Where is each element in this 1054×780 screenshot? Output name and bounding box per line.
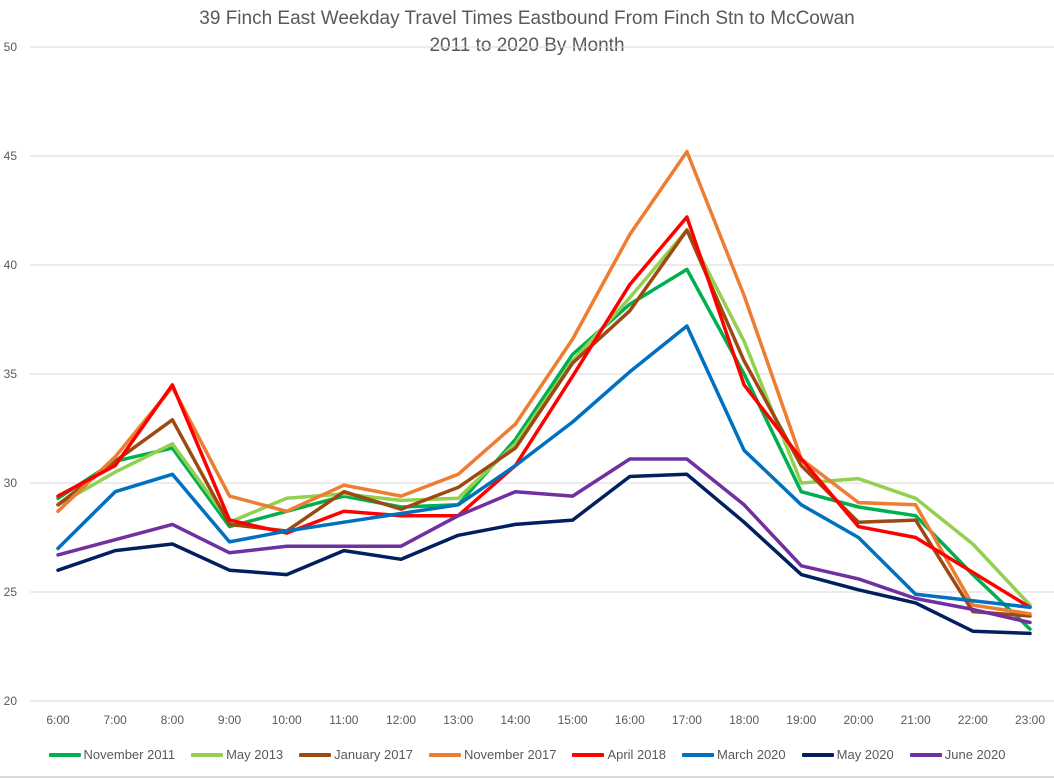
x-tick-label: 16:00 (615, 713, 645, 727)
legend-item: March 2020 (681, 747, 786, 762)
x-tick-label: 13:00 (443, 713, 473, 727)
legend-label: November 2017 (463, 747, 557, 762)
x-tick-label: 10:00 (272, 713, 302, 727)
legend-swatch (299, 752, 332, 757)
legend-item: November 2011 (48, 747, 176, 762)
chart-title: 39 Finch East Weekday Travel Times Eastb… (199, 8, 855, 29)
x-tick-label: 7:00 (103, 713, 127, 727)
y-tick-label: 35 (4, 367, 18, 381)
legend-label: April 2018 (607, 747, 666, 762)
x-tick-label: 21:00 (901, 713, 931, 727)
chart-subtitle: 2011 to 2020 By Month (429, 35, 625, 56)
legend-swatch (428, 752, 461, 757)
y-tick-label: 20 (4, 694, 18, 708)
x-tick-label: 20:00 (843, 713, 873, 727)
x-tick-label: 22:00 (958, 713, 988, 727)
legend-item: April 2018 (572, 747, 666, 762)
legend-item: January 2017 (299, 747, 413, 762)
x-tick-label: 14:00 (500, 713, 530, 727)
legend-item: May 2020 (801, 747, 894, 762)
y-tick-label: 45 (4, 149, 18, 163)
legend-item: November 2017 (428, 747, 557, 762)
x-tick-label: 19:00 (786, 713, 816, 727)
x-tick-label: 15:00 (558, 713, 588, 727)
legend: November 2011 May 2013 January 2017 Novembe… (0, 747, 1054, 762)
legend-label: May 2020 (836, 747, 894, 762)
x-tick-label: 8:00 (161, 713, 185, 727)
chart-border (0, 776, 1054, 778)
legend-swatch (48, 752, 81, 757)
series-line-june-2020 (56, 457, 1032, 625)
y-axis-ticks: 20 25 30 35 40 45 50 (4, 40, 18, 708)
x-axis-ticks: 6:00 7:00 8:00 9:00 10:00 11:00 12:00 13:00 14:0… (46, 713, 1045, 727)
legend-swatch (909, 752, 942, 757)
legend-item: June 2020 (909, 747, 1006, 762)
series-line-november-2017 (56, 149, 1032, 616)
legend-label: May 2013 (226, 747, 284, 762)
x-tick-label: 6:00 (46, 713, 70, 727)
legend-item: May 2013 (191, 747, 283, 762)
y-tick-label: 30 (4, 476, 18, 490)
x-tick-label: 11:00 (329, 713, 358, 727)
x-tick-label: 23:00 (1015, 713, 1045, 727)
series-line-april-2018 (56, 215, 1032, 610)
x-tick-label: 12:00 (386, 713, 416, 727)
legend-label: January 2017 (334, 747, 413, 762)
series-line-january-2017 (56, 228, 1032, 618)
x-tick-label: 17:00 (672, 713, 702, 727)
series-line-may-2013 (56, 228, 1032, 607)
legend-label: November 2011 (83, 747, 176, 762)
x-tick-label: 18:00 (729, 713, 759, 727)
legend-swatch (572, 752, 605, 757)
legend-label: March 2020 (716, 747, 786, 762)
y-tick-label: 25 (4, 585, 18, 599)
series-line-march-2020 (56, 324, 1032, 610)
legend-swatch (801, 752, 834, 757)
series-line-november-2011 (56, 267, 1032, 631)
series-lines (56, 149, 1032, 636)
y-tick-label: 40 (4, 258, 18, 272)
series-line-may-2020 (56, 472, 1032, 636)
legend-label: June 2020 (944, 747, 1006, 762)
x-tick-label: 9:00 (218, 713, 242, 727)
legend-swatch (681, 752, 714, 757)
y-tick-label: 50 (4, 40, 18, 54)
gridlines (30, 46, 1054, 702)
legend-swatch (191, 752, 224, 757)
